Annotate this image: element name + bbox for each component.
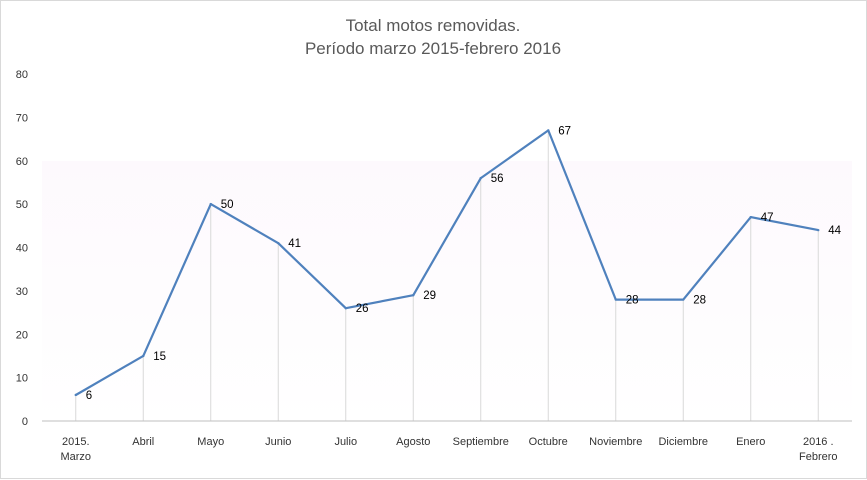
data-label: 26 — [356, 303, 369, 315]
data-label: 44 — [828, 225, 841, 237]
x-axis: 2015. Marzo Abril Mayo Junio Julio Agosto Septi… — [60, 436, 837, 463]
x-tick-label: Mayo — [197, 436, 224, 448]
data-label: 56 — [491, 173, 504, 185]
data-label: 41 — [288, 238, 301, 250]
y-tick-label: 20 — [16, 329, 28, 341]
x-tick-label: Noviembre — [589, 436, 642, 448]
data-label: 28 — [693, 295, 706, 307]
chart-subtitle: Período marzo 2015-febrero 2016 — [305, 39, 561, 58]
data-point — [749, 215, 752, 219]
data-point — [277, 241, 280, 245]
x-tick-label: Abril — [132, 436, 154, 448]
data-point — [817, 228, 820, 232]
data-label: 50 — [221, 199, 234, 211]
data-label: 67 — [558, 125, 571, 137]
x-tick-label: Agosto — [396, 436, 430, 448]
data-point — [142, 354, 145, 358]
data-point — [344, 307, 347, 310]
data-label: 29 — [423, 290, 436, 302]
chart-title: Total motos removidas. — [346, 16, 521, 35]
y-tick-label: 30 — [16, 286, 28, 298]
data-point — [412, 294, 415, 297]
y-tick-label: 50 — [16, 199, 28, 211]
y-tick-label: 70 — [16, 112, 28, 124]
data-label: 47 — [761, 212, 774, 224]
y-tick-label: 0 — [22, 416, 28, 428]
x-tick-label: Enero — [736, 436, 765, 448]
data-point — [682, 298, 685, 301]
drop-lines — [75, 130, 819, 421]
data-label: 15 — [153, 351, 166, 363]
y-tick-label: 10 — [16, 373, 28, 385]
data-point — [479, 176, 482, 180]
series-line — [75, 129, 819, 396]
x-tick-label: Julio — [334, 436, 357, 448]
y-tick-label: 40 — [16, 243, 28, 255]
y-axis: 0 10 20 30 40 50 60 70 80 — [16, 69, 28, 428]
y-tick-label: 80 — [16, 69, 28, 81]
x-tick-label: Octubre — [529, 436, 568, 448]
plot-area-background — [42, 161, 852, 421]
data-labels: 6 15 50 41 26 29 56 67 28 28 47 44 — [86, 125, 842, 402]
x-tick-label: 2015. Marzo — [60, 436, 91, 463]
data-point — [614, 298, 617, 301]
y-tick-label: 60 — [16, 156, 28, 168]
data-label: 28 — [626, 295, 639, 307]
data-label: 6 — [86, 390, 92, 402]
x-tick-label: Septiembre — [453, 436, 509, 448]
x-tick-label: 2016 . Febrero — [799, 436, 838, 463]
data-point — [74, 393, 77, 397]
x-tick-label: Diciembre — [658, 436, 708, 448]
x-tick-label: Junio — [265, 436, 291, 448]
series-total-motos — [74, 129, 820, 397]
data-point — [547, 129, 550, 132]
data-point — [209, 202, 212, 206]
